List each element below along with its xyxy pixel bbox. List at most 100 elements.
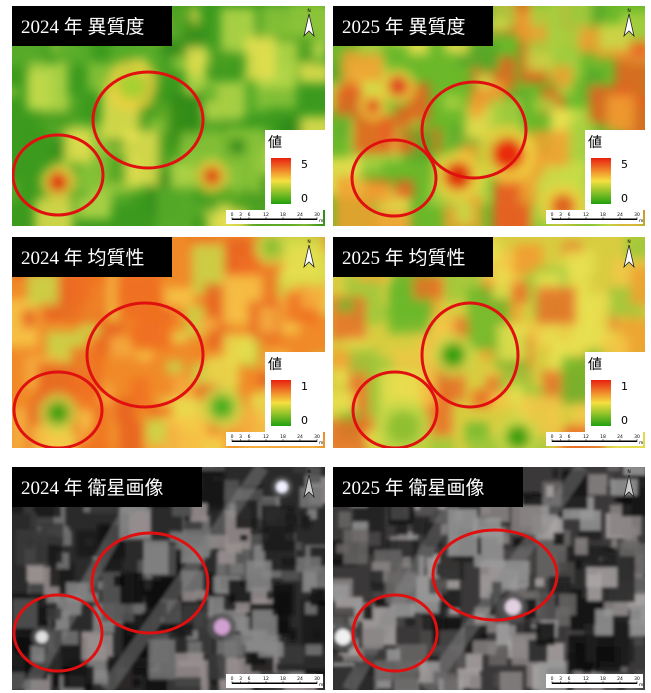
patch [522, 493, 543, 506]
patch [120, 572, 143, 604]
patch [223, 335, 253, 362]
north-label: N [627, 469, 630, 475]
scale-label: 18 [280, 212, 286, 218]
hotspot [388, 76, 408, 96]
patch [500, 671, 523, 690]
scale-label: 30 [314, 676, 320, 682]
patch [579, 28, 596, 54]
hotspot [505, 599, 521, 615]
map: 2025 年 衛星画像N03612182430m [333, 467, 645, 690]
scale-label: 3 [239, 434, 242, 440]
scale-label: 3 [239, 212, 242, 218]
scale-unit: m [319, 683, 323, 688]
scale-label: 30 [314, 212, 320, 218]
patch [535, 578, 544, 586]
patch [412, 517, 430, 535]
scale-label: 0 [551, 676, 554, 682]
patch [173, 332, 187, 342]
patch [343, 529, 368, 564]
legend-ramp [591, 380, 611, 426]
patch [338, 512, 350, 528]
patch [164, 287, 194, 306]
north-label: N [627, 8, 630, 14]
patch [380, 120, 395, 140]
panel-title: 2024 年 衛星画像 [21, 477, 164, 499]
patch [478, 43, 500, 72]
patch [313, 6, 325, 20]
patch [337, 299, 354, 312]
patch [149, 639, 176, 679]
scale-label: 18 [600, 434, 606, 440]
patch [413, 276, 443, 299]
patch [554, 533, 565, 545]
patch [395, 107, 410, 127]
panel-title: 2025 年 衛星画像 [342, 477, 485, 499]
patch [492, 269, 511, 298]
north-label: N [307, 8, 310, 14]
scale-label: 18 [600, 212, 606, 218]
hotspot [387, 411, 419, 443]
patch [198, 317, 217, 332]
patch [310, 588, 325, 606]
hotspot [441, 343, 465, 367]
patch [16, 529, 48, 565]
scale-label: 0 [231, 676, 234, 682]
patch [129, 325, 161, 345]
patch [166, 361, 183, 373]
patch [252, 610, 277, 648]
hotspot [47, 402, 69, 424]
hotspot [335, 629, 351, 645]
hotspot [365, 98, 381, 114]
north-label: N [307, 239, 310, 245]
patch [313, 41, 325, 59]
patch [586, 567, 617, 587]
patch [536, 623, 555, 646]
patch [149, 119, 164, 130]
patch [130, 378, 148, 407]
patch [208, 654, 226, 680]
patch [582, 668, 592, 674]
patch [575, 538, 588, 555]
legend-title: 値 [268, 135, 282, 151]
patch [536, 287, 576, 325]
patch [297, 557, 321, 572]
patch [395, 180, 414, 199]
map: 2024 年 異質度N03612182430m値50 [12, 6, 325, 226]
patch [29, 63, 68, 111]
patch [575, 560, 582, 569]
scale-label: 24 [617, 212, 623, 218]
patch [629, 40, 645, 59]
legend-min: 0 [621, 414, 628, 427]
patch [468, 94, 483, 118]
patch [546, 485, 553, 497]
patch [520, 244, 543, 268]
patch [588, 474, 607, 495]
scale-label: 12 [263, 434, 269, 440]
patch [554, 65, 573, 86]
legend-min: 0 [301, 414, 308, 427]
patch [429, 437, 455, 448]
scale-label: 3 [559, 212, 562, 218]
scale-unit: m [639, 219, 643, 224]
scale-label: 24 [297, 676, 303, 682]
patch [580, 510, 601, 531]
scale-label: 0 [231, 434, 234, 440]
patch [300, 63, 325, 83]
patch [120, 422, 145, 448]
legend-ramp [271, 158, 291, 204]
scale-label: 6 [568, 676, 571, 682]
scale-label: 30 [314, 434, 320, 440]
patch [47, 608, 62, 620]
patch [27, 272, 58, 305]
scale-label: 6 [568, 212, 571, 218]
map-panel: 2025 年 衛星画像N03612182430m [333, 467, 645, 690]
scale-bar [552, 219, 637, 221]
patch [611, 539, 617, 548]
patch [493, 204, 532, 226]
patch [22, 309, 36, 328]
patch [273, 584, 294, 615]
scale-label: 12 [263, 212, 269, 218]
patch [281, 646, 304, 665]
scale-bar [232, 441, 317, 443]
